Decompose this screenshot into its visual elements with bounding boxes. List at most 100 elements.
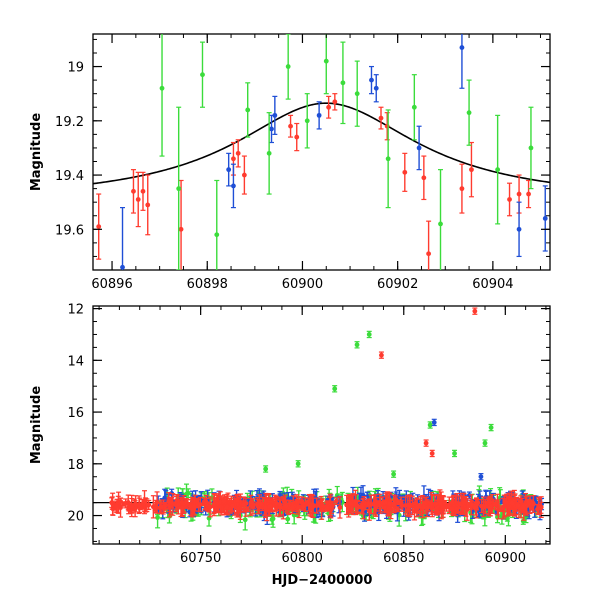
data-point bbox=[242, 517, 248, 523]
top-x-tick-label: 60900 bbox=[282, 277, 323, 292]
data-point bbox=[323, 58, 329, 64]
data-point bbox=[300, 504, 306, 510]
plot-frame-top bbox=[92, 33, 551, 271]
data-point bbox=[213, 506, 219, 512]
data-point bbox=[387, 501, 393, 507]
data-point bbox=[378, 115, 384, 121]
data-point bbox=[373, 85, 379, 91]
data-point bbox=[131, 188, 136, 194]
data-point bbox=[385, 156, 391, 162]
data-point bbox=[516, 226, 522, 232]
data-point bbox=[230, 503, 235, 509]
data-point bbox=[459, 45, 465, 50]
bottom-x-tick-label: 60850 bbox=[383, 551, 424, 566]
top-x-tick-label: 60904 bbox=[472, 277, 513, 292]
data-point bbox=[231, 183, 236, 189]
data-point bbox=[162, 504, 168, 510]
data-point bbox=[473, 504, 479, 510]
data-point bbox=[155, 515, 160, 520]
data-point bbox=[231, 156, 236, 162]
data-point bbox=[503, 499, 509, 505]
data-point bbox=[96, 224, 102, 229]
bottom-x-tick-label: 60750 bbox=[180, 551, 221, 566]
data-point bbox=[520, 504, 526, 510]
data-point bbox=[479, 503, 484, 509]
data-point bbox=[394, 506, 400, 512]
top-y-tick-label: 19.6 bbox=[55, 223, 84, 238]
data-point bbox=[384, 123, 390, 129]
data-point bbox=[192, 504, 197, 510]
x-axis-label-bottom: HJD−2400000 bbox=[272, 573, 373, 588]
outlier-point bbox=[429, 451, 435, 456]
data-point bbox=[175, 502, 181, 507]
bottom-y-tick-label: 16 bbox=[67, 406, 84, 421]
data-point bbox=[184, 499, 189, 505]
data-point bbox=[262, 505, 268, 511]
outlier-point bbox=[379, 352, 384, 358]
top-y-tick-label: 19 bbox=[67, 61, 84, 76]
data-point bbox=[353, 499, 358, 504]
top-y-tick-label: 19.4 bbox=[55, 169, 84, 184]
data-point bbox=[129, 503, 135, 509]
data-point bbox=[267, 504, 273, 509]
data-point bbox=[509, 500, 515, 506]
data-point bbox=[466, 110, 472, 116]
data-point bbox=[226, 167, 232, 173]
y-axis-label-top: Magnitude bbox=[29, 113, 44, 192]
data-point bbox=[333, 498, 339, 504]
bottom-y-tick-label: 18 bbox=[67, 458, 84, 473]
data-point bbox=[421, 175, 427, 181]
data-point bbox=[245, 506, 250, 512]
data-point bbox=[142, 498, 147, 504]
data-point bbox=[368, 501, 374, 507]
bottom-y-tick-label: 12 bbox=[67, 303, 84, 318]
data-point bbox=[214, 232, 220, 238]
data-point bbox=[221, 498, 227, 504]
data-point bbox=[159, 85, 165, 91]
data-point bbox=[283, 503, 289, 509]
data-point bbox=[235, 150, 241, 156]
data-point bbox=[269, 126, 274, 132]
data-point bbox=[411, 104, 417, 110]
data-point bbox=[459, 186, 465, 192]
data-point bbox=[255, 501, 260, 507]
data-point bbox=[123, 501, 129, 506]
data-point bbox=[515, 503, 521, 508]
data-point bbox=[391, 501, 397, 507]
data-point bbox=[304, 118, 310, 124]
data-point bbox=[399, 503, 405, 509]
data-point bbox=[340, 80, 346, 86]
data-point bbox=[421, 504, 427, 510]
outlier-point bbox=[472, 308, 478, 314]
data-point bbox=[274, 500, 279, 506]
full-light-curve-panel: 60750 60800 60850 60900 12 14 16 18 20 Magnitude… bbox=[29, 303, 551, 588]
data-point bbox=[487, 504, 493, 510]
data-point bbox=[382, 500, 388, 505]
bottom-x-tick-label: 60800 bbox=[282, 551, 323, 566]
data-point bbox=[414, 504, 420, 510]
data-point bbox=[168, 499, 174, 505]
data-point bbox=[507, 197, 512, 202]
zoomed-light-curve-panel: 60896 60898 60900 60902 609041919.219.419.6 … bbox=[29, 33, 551, 292]
data-point bbox=[266, 150, 272, 156]
data-point bbox=[499, 506, 505, 512]
outlier-point bbox=[391, 471, 397, 477]
data-point bbox=[369, 77, 374, 83]
data-point bbox=[355, 503, 361, 509]
data-point bbox=[207, 504, 212, 510]
data-point bbox=[144, 502, 150, 508]
data-point bbox=[461, 500, 467, 506]
bottom-y-tick-label: 14 bbox=[67, 354, 84, 369]
data-point bbox=[203, 499, 209, 505]
data-point bbox=[466, 503, 471, 509]
top-x-tick-label: 60896 bbox=[91, 277, 132, 292]
data-point bbox=[328, 504, 334, 510]
data-point bbox=[526, 499, 531, 505]
data-point bbox=[176, 186, 182, 192]
data-point bbox=[528, 145, 534, 151]
data-point bbox=[526, 191, 531, 197]
outlier-point bbox=[366, 332, 372, 337]
data-point bbox=[269, 517, 275, 522]
outlier-point bbox=[263, 466, 269, 472]
